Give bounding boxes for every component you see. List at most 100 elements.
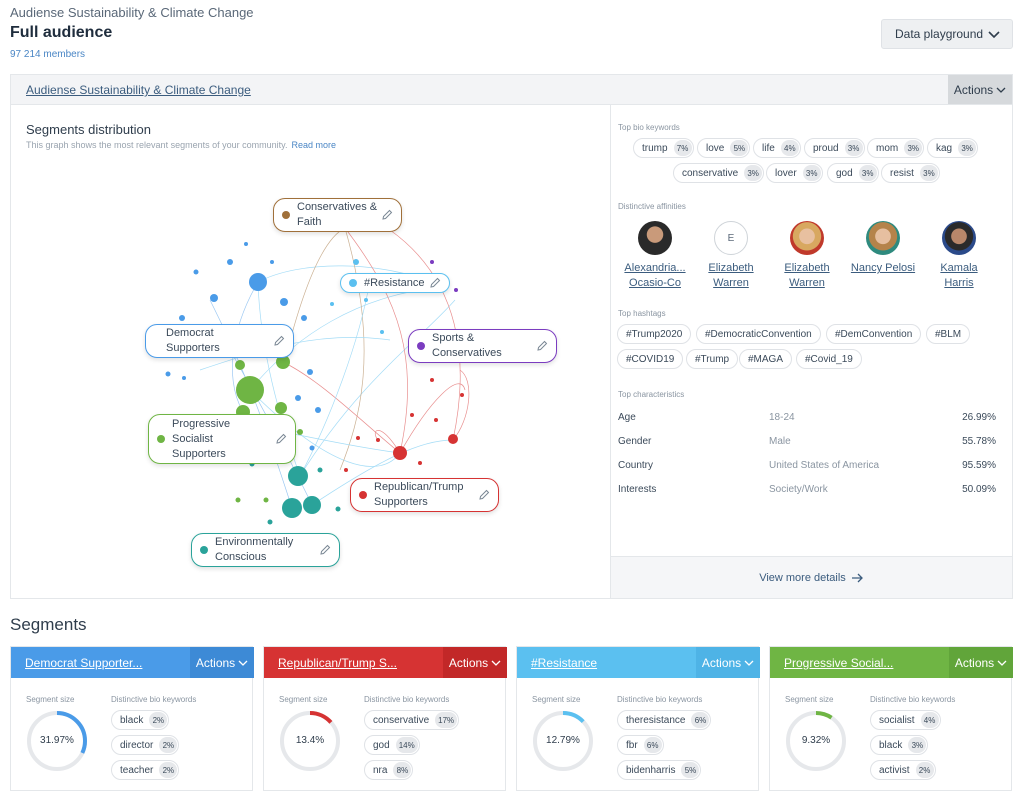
segment-keyword-pill[interactable]: conservative 17%: [364, 710, 460, 730]
segment-actions-button[interactable]: Actions: [443, 647, 507, 678]
characteristic-row: Interests Society/Work 50.09%: [618, 484, 996, 498]
hashtag-pill[interactable]: #Trump2020: [617, 324, 692, 344]
segments-distribution-desc: This graph shows the most relevant segme…: [26, 140, 336, 150]
segments-desc-text: This graph shows the most relevant segme…: [26, 140, 288, 150]
keyword-text: teacher: [120, 764, 154, 776]
segment-name-link[interactable]: Democrat Supporter...: [25, 655, 143, 670]
segment-size-ring: [27, 711, 87, 771]
segment-keyword-pill[interactable]: socialist 4%: [870, 710, 941, 730]
bio-keyword-pill[interactable]: resist 3%: [881, 163, 940, 183]
read-more-link[interactable]: Read more: [291, 140, 336, 150]
bio-keyword-pill[interactable]: god 3%: [827, 163, 879, 183]
segment-actions-button[interactable]: Actions: [696, 647, 760, 678]
segment-keyword-pill[interactable]: god 14%: [364, 735, 420, 755]
keyword-text: god: [836, 167, 853, 179]
hashtag-pill[interactable]: #BLM: [926, 324, 971, 344]
segment-size-value: 13.4%: [295, 735, 325, 746]
keyword-pct: 2%: [149, 712, 168, 728]
affinity-name-line2: Harris: [944, 277, 974, 289]
members-count: 97 214 members: [10, 49, 86, 60]
network-label-democrat-supporters[interactable]: Democrat Supporters: [145, 324, 294, 358]
affinity-item[interactable]: Alexandria... Ocasio-Co: [620, 221, 690, 291]
network-label-environmentally-conscious[interactable]: Environmentally Conscious: [191, 533, 340, 567]
segment-size-value: 12.79%: [546, 735, 580, 746]
label-line2: Supporters: [166, 342, 220, 354]
audience-link[interactable]: Audiense Sustainability & Climate Change: [26, 83, 251, 97]
network-label-text: Progressive Socialist Supporters: [172, 417, 230, 462]
edit-pencil-icon[interactable]: [275, 433, 287, 445]
affinity-item[interactable]: Kamala Harris: [924, 221, 994, 291]
network-label-republican-trump[interactable]: Republican/Trump Supporters: [350, 478, 499, 512]
view-more-details-button[interactable]: View more details: [611, 556, 1012, 598]
edit-pencil-icon[interactable]: [319, 544, 331, 556]
segment-size-label: Segment size: [785, 695, 834, 704]
affinity-item[interactable]: E Elizabeth Warren: [696, 221, 766, 291]
affinity-item[interactable]: Nancy Pelosi: [848, 221, 918, 276]
affinity-item[interactable]: Elizabeth Warren: [772, 221, 842, 291]
network-label-conservatives-faith[interactable]: Conservatives & Faith: [273, 198, 403, 232]
edit-pencil-icon[interactable]: [429, 277, 441, 289]
edit-pencil-icon[interactable]: [478, 489, 490, 501]
bio-keyword-pill[interactable]: love 5%: [697, 138, 751, 158]
bio-keyword-pill[interactable]: mom 3%: [867, 138, 925, 158]
hashtag-pill[interactable]: #MAGA: [739, 349, 793, 369]
distinctive-keywords-label: Distinctive bio keywords: [364, 695, 450, 704]
avatar: [790, 221, 824, 255]
segment-keyword-pill[interactable]: theresistance 6%: [617, 710, 712, 730]
label-line2: Faith: [297, 216, 322, 228]
segment-actions-label: Actions: [448, 655, 489, 670]
segment-keyword-pill[interactable]: bidenharris 5%: [617, 760, 702, 780]
network-label-resistance[interactable]: #Resistance: [340, 273, 450, 293]
segment-keyword-pill[interactable]: teacher 2%: [111, 760, 180, 780]
segment-name-link[interactable]: Progressive Social...: [784, 655, 894, 670]
keyword-text: proud: [813, 142, 839, 154]
segment-card-header: #Resistance Actions: [517, 647, 760, 678]
hashtag-pill[interactable]: #Trump: [686, 349, 739, 369]
edit-pencil-icon[interactable]: [381, 209, 393, 221]
bio-keyword-pill[interactable]: kag 3%: [927, 138, 979, 158]
label-line2: Conscious: [215, 551, 267, 563]
chevron-down-icon: [997, 660, 1007, 666]
segment-card: #Resistance Actions Segment size Distinctiv…: [516, 646, 760, 791]
keyword-text: fbr: [626, 739, 638, 751]
keyword-pct: 5%: [730, 140, 749, 156]
bio-keyword-pill[interactable]: lover 3%: [766, 163, 823, 183]
bio-keyword-pill[interactable]: conservative 3%: [673, 163, 765, 183]
segment-keyword-pill[interactable]: nra 8%: [364, 760, 414, 780]
keyword-pct: 14%: [395, 737, 418, 753]
keyword-text: bidenharris: [626, 764, 676, 776]
segment-name-link[interactable]: Republican/Trump S...: [278, 655, 397, 670]
affinity-name: Nancy Pelosi: [848, 261, 918, 276]
edit-pencil-icon[interactable]: [273, 335, 285, 347]
keyword-text: kag: [936, 142, 953, 154]
segment-actions-button[interactable]: Actions: [949, 647, 1013, 678]
segment-card: Progressive Social... Actions Segment size…: [769, 646, 1013, 791]
bio-keyword-pill[interactable]: proud 3%: [804, 138, 865, 158]
hashtag-pill[interactable]: #COVID19: [617, 349, 684, 369]
segment-keyword-pill[interactable]: fbr 6%: [617, 735, 664, 755]
label-line1: Democrat: [166, 327, 214, 339]
hashtag-pill[interactable]: #Covid_19: [796, 349, 862, 369]
segment-actions-button[interactable]: Actions: [190, 647, 254, 678]
segment-keyword-pill[interactable]: black 3%: [870, 735, 929, 755]
affinity-name-line1: Kamala: [940, 262, 978, 274]
hashtag-pill[interactable]: #DemocraticConvention: [696, 324, 821, 344]
bio-keyword-pill[interactable]: trump 7%: [633, 138, 694, 158]
keyword-text: nra: [373, 764, 388, 776]
segment-keyword-pill[interactable]: black 2%: [111, 710, 170, 730]
data-playground-button[interactable]: Data playground: [881, 19, 1013, 49]
network-label-sports-conservatives[interactable]: Sports & Conservatives: [408, 329, 557, 363]
segment-keyword-pill[interactable]: director 2%: [111, 735, 180, 755]
edit-pencil-icon[interactable]: [536, 340, 548, 352]
panel-actions-button[interactable]: Actions: [948, 75, 1012, 104]
network-label-progressive-socialist[interactable]: Progressive Socialist Supporters: [148, 414, 296, 464]
affinity-name: Kamala Harris: [924, 261, 994, 291]
segment-name-link[interactable]: #Resistance: [531, 655, 598, 670]
segment-size-ring: [786, 711, 846, 771]
avatar-initial: E: [714, 221, 748, 255]
segment-keyword-pill[interactable]: activist 2%: [870, 760, 936, 780]
keyword-text: life: [762, 142, 775, 154]
avatar: [942, 221, 976, 255]
bio-keyword-pill[interactable]: life 4%: [753, 138, 801, 158]
hashtag-pill[interactable]: #DemConvention: [826, 324, 922, 344]
